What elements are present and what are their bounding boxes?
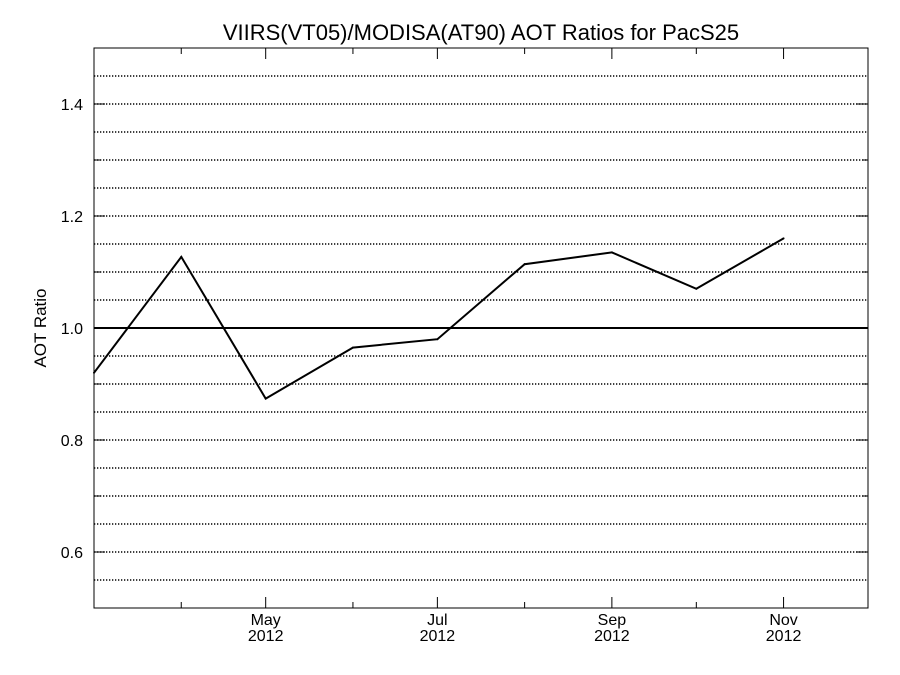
y-tick-label: 1.0	[61, 321, 83, 338]
x-tick-label-year: 2012	[420, 628, 456, 645]
y-axis-label: AOT Ratio	[31, 288, 50, 367]
x-tick-label-month: Nov	[769, 612, 797, 629]
data-point	[782, 237, 785, 240]
data-point	[695, 287, 698, 290]
y-tick-label: 0.8	[61, 433, 83, 450]
chart-title: VIIRS(VT05)/MODISA(AT90) AOT Ratios for …	[223, 20, 739, 45]
series-line	[93, 237, 785, 400]
y-tick-label: 1.4	[61, 97, 83, 114]
x-tick-label-year: 2012	[248, 628, 284, 645]
x-tick-label-year: 2012	[594, 628, 630, 645]
data-point	[180, 255, 183, 258]
data-point	[264, 397, 267, 400]
x-tick-label-month: Sep	[598, 612, 627, 629]
x-tick-label-month: May	[251, 612, 281, 629]
data-point	[351, 346, 354, 349]
data-point	[610, 251, 613, 254]
grid-lines	[94, 75, 868, 581]
data-point	[436, 338, 439, 341]
series-group	[93, 237, 785, 400]
y-axis: 0.6 0.8 1.0 1.2 1.4	[61, 97, 868, 562]
x-tick-label-month: Jul	[427, 612, 447, 629]
y-tick-label: 1.2	[61, 209, 83, 226]
y-tick-label: 0.6	[61, 545, 83, 562]
data-point	[523, 263, 526, 266]
x-tick-label-year: 2012	[766, 628, 802, 645]
